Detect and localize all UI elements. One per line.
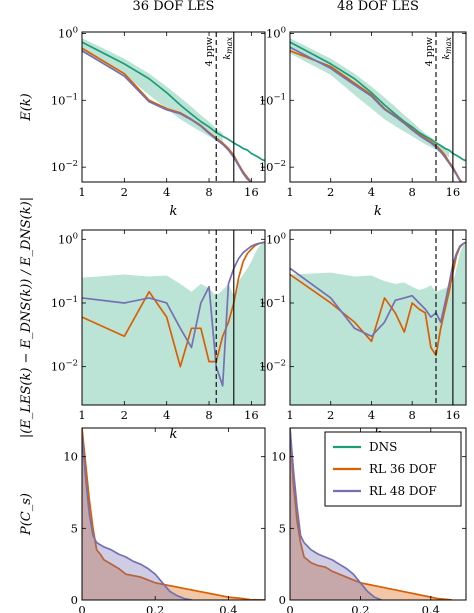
x-tick-label: 8 <box>409 408 416 422</box>
legend-label: RL 48 DOF <box>369 484 437 498</box>
x-tick-label: 2 <box>327 408 334 422</box>
y-tick-label: 10−1 <box>259 295 286 310</box>
kmax-label: kmax <box>441 37 453 60</box>
ppw-label: 4 ppw <box>204 37 215 66</box>
series-line-rl-48-dof <box>290 428 382 600</box>
series-line-rl-48-dof <box>82 50 252 182</box>
x-tick-label: 4 <box>368 408 375 422</box>
panel-5: 00.20.40510CsP(C_s) <box>19 427 266 613</box>
x-tick-label: 1 <box>286 408 293 422</box>
axes-frame <box>81 427 266 601</box>
panel-title: 48 DOF LES <box>337 0 419 14</box>
y-tick-label: 100 <box>266 231 286 246</box>
dns-variance-band <box>82 242 265 405</box>
y-tick-label: 10−2 <box>259 159 286 174</box>
plot-area <box>82 241 265 405</box>
panel-2: 4 ppw kmax 1 2 4 8 16 100 10−1 10−2 48 DOF LES k <box>259 0 467 219</box>
series-line-rl-48-dof <box>82 435 192 600</box>
x-tick-label: 2 <box>121 185 128 199</box>
plot-area <box>290 428 453 600</box>
y-axis-label: |(E_LES(k) − E_DNS(k)) / E_DNS(k)| <box>19 197 34 438</box>
axes-frame <box>289 427 467 601</box>
x-tick-label: 0.2 <box>351 603 369 613</box>
series-line-dns <box>82 41 265 162</box>
y-tick-label: 10−1 <box>51 92 78 107</box>
panel-6: 00.20.40510Cs <box>271 427 467 613</box>
y-axis-label: P(C_s) <box>19 493 34 536</box>
plot-area <box>290 241 466 405</box>
y-tick-label: 10 <box>271 450 286 464</box>
x-tick-label: 16 <box>446 185 461 199</box>
area-rl-36-dof <box>82 428 265 600</box>
legend-label: RL 36 DOF <box>369 462 437 476</box>
series-line-rl-36-dof <box>290 49 464 182</box>
panel-title: 36 DOF LES <box>133 0 215 14</box>
y-tick-label: 10−2 <box>259 359 286 374</box>
y-tick-label: 10 <box>63 450 78 464</box>
axes-frame <box>81 229 266 406</box>
series-line-dns <box>290 41 466 162</box>
y-tick-label: 0 <box>279 593 286 607</box>
x-tick-label: 0.4 <box>422 603 440 613</box>
x-tick-label: 4 <box>368 185 375 199</box>
x-tick-label: 2 <box>327 185 334 199</box>
x-tick-label: 2 <box>121 408 128 422</box>
y-tick-label: 10−1 <box>259 92 286 107</box>
y-tick-label: 5 <box>279 521 286 535</box>
series-line-rl-48-dof <box>290 46 463 182</box>
x-tick-label: 1 <box>78 408 85 422</box>
x-tick-label: 16 <box>244 408 259 422</box>
kmax-label: kmax <box>222 37 234 60</box>
x-tick-label: 4 <box>163 185 170 199</box>
series-line-rl-36-dof <box>290 428 453 600</box>
x-tick-label: 0.4 <box>219 603 237 613</box>
series-line-rl-48-dof <box>290 241 466 338</box>
y-tick-label: 100 <box>58 231 78 246</box>
area-rl-48-dof <box>290 428 382 600</box>
plot-area <box>290 38 466 182</box>
dns-variance-band <box>290 242 466 405</box>
y-tick-label: 10−2 <box>51 359 78 374</box>
series-line-rl-36-dof <box>82 428 265 600</box>
axes-frame <box>81 31 266 183</box>
area-rl-36-dof <box>290 428 452 600</box>
x-tick-label: 1 <box>78 185 85 199</box>
ppw-label: 4 ppw <box>424 37 435 66</box>
x-tick-label: 0 <box>78 603 85 613</box>
x-axis-label: k <box>170 204 178 219</box>
plot-area <box>82 428 265 600</box>
x-axis-label: k <box>170 427 178 442</box>
x-tick-label: 0.2 <box>146 603 164 613</box>
y-tick-label: 0 <box>71 593 78 607</box>
panel-3: 1 2 4 8 16 100 10−1 10−2 k |(E_LES(k) − E_DNS(k))… <box>19 197 266 442</box>
x-tick-label: 1 <box>286 185 293 199</box>
plot-area <box>82 38 265 182</box>
x-tick-label: 8 <box>409 185 416 199</box>
legend: DNS RL 36 DOF RL 48 DOF <box>324 431 462 507</box>
x-tick-label: 8 <box>205 185 212 199</box>
y-tick-label: 100 <box>266 25 286 40</box>
series-line-rl-36-dof <box>82 47 253 182</box>
legend-label: DNS <box>369 440 397 454</box>
x-tick-label: 8 <box>205 408 212 422</box>
y-tick-label: 5 <box>71 521 78 535</box>
y-axis-label: E(k) <box>19 93 34 122</box>
y-tick-label: 10−1 <box>51 295 78 310</box>
axes-frame <box>289 31 467 183</box>
x-tick-label: 0 <box>286 603 293 613</box>
dns-variance-band <box>82 38 223 145</box>
series-line-rl-48-dof <box>82 241 265 387</box>
area-rl-48-dof <box>82 435 192 600</box>
x-tick-label: 16 <box>446 408 461 422</box>
x-axis-label: k <box>374 204 382 219</box>
y-tick-label: 100 <box>58 25 78 40</box>
x-tick-label: 16 <box>244 185 259 199</box>
panel-1: 4 ppw kmax 1 2 4 8 16 100 10−1 10−2 36 DOF LES k E(k… <box>19 0 266 219</box>
x-tick-label: 4 <box>163 408 170 422</box>
axes-frame <box>289 229 467 406</box>
y-tick-label: 10−2 <box>51 159 78 174</box>
